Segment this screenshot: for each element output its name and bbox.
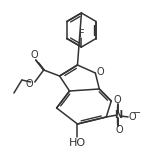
- Text: O: O: [128, 112, 136, 122]
- Text: O: O: [113, 95, 121, 105]
- Text: N: N: [114, 110, 122, 120]
- Text: O: O: [31, 50, 39, 60]
- Text: O: O: [97, 67, 104, 77]
- Text: −: −: [133, 108, 141, 118]
- Text: O: O: [115, 125, 123, 135]
- Text: HO: HO: [69, 138, 86, 148]
- Text: F: F: [79, 29, 84, 39]
- Text: O: O: [26, 79, 34, 89]
